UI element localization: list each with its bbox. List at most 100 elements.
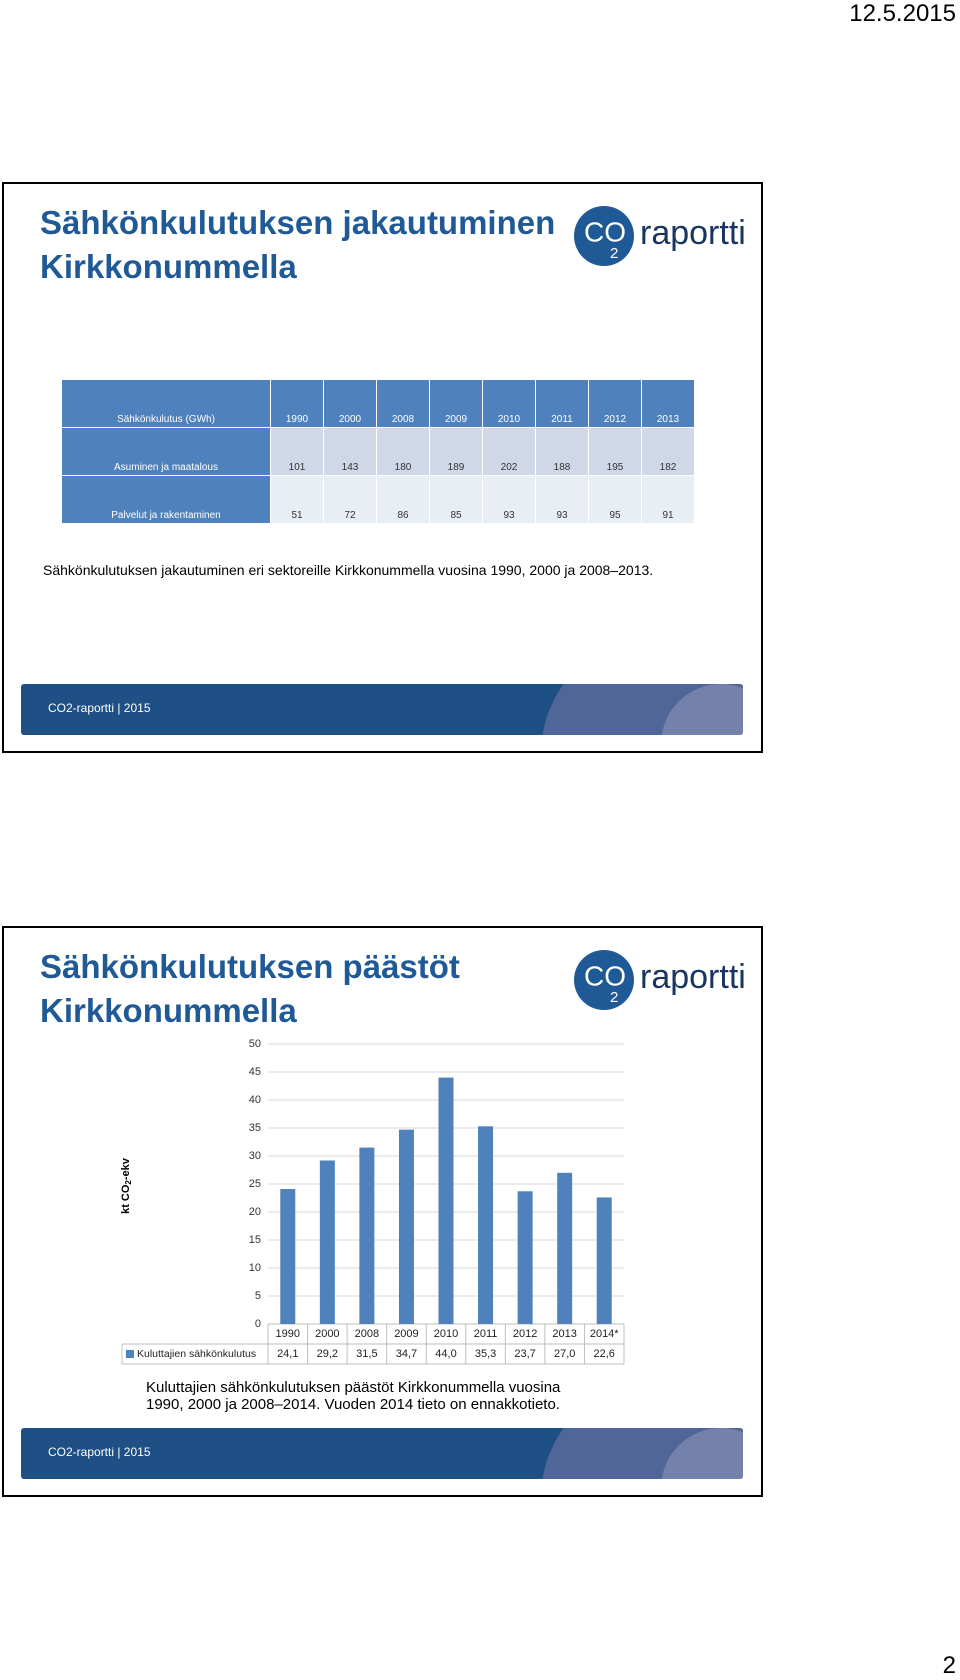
table-cell: 202 xyxy=(482,427,536,476)
table-cell: 189 xyxy=(429,427,483,476)
footer-decoration xyxy=(542,684,743,735)
x-tick-label: 2009 xyxy=(394,1328,418,1340)
x-tick-label: 2000 xyxy=(315,1328,339,1340)
table-cell: 195 xyxy=(588,427,642,476)
caption: Kuluttajien sähkönkulutuksen päästöt Kir… xyxy=(146,1379,561,1396)
page-number: 2 xyxy=(942,1652,956,1679)
table-cell: 101 xyxy=(270,427,324,476)
table-cell: 93 xyxy=(482,475,536,524)
slide-title: Kirkkonummella xyxy=(40,248,297,285)
footer-text: CO2-raportti | 2015 xyxy=(48,701,151,715)
x-tick-label: 2014* xyxy=(590,1328,619,1340)
footer: CO2-raportti | 2015 xyxy=(21,684,743,735)
slide-title: Sähkönkulutuksen jakautuminen xyxy=(40,204,556,241)
header-cell: Sähkönkulutus (GWh) xyxy=(61,379,271,428)
logo-word: raportti xyxy=(640,214,746,252)
table-value: 34,7 xyxy=(396,1348,417,1360)
bar xyxy=(517,1191,533,1324)
table-value: 44,0 xyxy=(435,1348,456,1360)
caption: 1990, 2000 ja 2008–2014. Vuoden 2014 tie… xyxy=(146,1396,560,1413)
slide: Sähkönkulutuksen jakautuminen Kirkkonumm… xyxy=(2,182,763,753)
table-cell: 182 xyxy=(641,427,695,476)
header-cell: 2012 xyxy=(588,379,642,428)
bar xyxy=(438,1077,454,1324)
table-cell: Palvelut ja rakentaminen xyxy=(61,475,271,524)
y-label-sub: 2 xyxy=(124,1180,133,1185)
logo: CO 2 raportti xyxy=(574,206,746,266)
y-label-part: kt CO xyxy=(120,1184,132,1214)
table-cell: 72 xyxy=(323,475,377,524)
date: 12.5.2015 xyxy=(849,0,956,27)
bar xyxy=(280,1189,296,1324)
table-cell: 51 xyxy=(270,475,324,524)
y-label-part: -ekv xyxy=(120,1157,132,1180)
chart: kt CO2-ekv 0 5 10 15 20 25 30 35 40 45 50 Kuluttaji… xyxy=(120,1038,625,1365)
logo-word: raportti xyxy=(640,958,746,996)
footer-decoration xyxy=(542,1428,743,1479)
table-value: 22,6 xyxy=(594,1348,615,1360)
logo-co: CO xyxy=(584,960,626,991)
bar xyxy=(596,1197,612,1324)
table-cell: 143 xyxy=(323,427,377,476)
table-cell: 86 xyxy=(376,475,430,524)
y-tick-label: 30 xyxy=(249,1150,261,1162)
table-cell: Asuminen ja maatalous xyxy=(61,427,271,476)
table-value: 27,0 xyxy=(554,1348,575,1360)
table-value: 24,1 xyxy=(277,1348,298,1360)
logo-co: CO xyxy=(584,216,626,247)
y-tick-label: 20 xyxy=(249,1206,261,1218)
x-tick-label: 2010 xyxy=(434,1328,458,1340)
header-cell: 2010 xyxy=(482,379,536,428)
bar xyxy=(319,1160,335,1324)
bar xyxy=(478,1126,494,1324)
slide-title: Kirkkonummella xyxy=(40,992,297,1029)
header-cell: 2000 xyxy=(323,379,377,428)
y-tick-label: 25 xyxy=(249,1178,261,1190)
legend-swatch xyxy=(126,1350,134,1358)
logo-sub: 2 xyxy=(610,245,618,262)
y-tick-label: 10 xyxy=(249,1262,261,1274)
y-tick-label: 45 xyxy=(249,1066,261,1078)
y-tick-label: 40 xyxy=(249,1094,261,1106)
bar xyxy=(398,1129,414,1324)
legend-label: Kuluttajien sähkönkulutus xyxy=(137,1348,256,1360)
table-row: Asuminen ja maatalous 101 143 180 189 202 188 1… xyxy=(61,427,695,476)
table-cell: 91 xyxy=(641,475,695,524)
table-value: 23,7 xyxy=(514,1348,535,1360)
header-cell: 2013 xyxy=(641,379,695,428)
data-table: Sähkönkulutus (GWh) 1990 2000 2008 2009 2010 2… xyxy=(61,379,695,524)
table-cell: 85 xyxy=(429,475,483,524)
header-cell: 2008 xyxy=(376,379,430,428)
table-header-row: Sähkönkulutus (GWh) 1990 2000 2008 2009 2010 2… xyxy=(61,379,695,428)
caption: Sähkönkulutuksen jakautuminen eri sektor… xyxy=(43,562,654,578)
table-cell: 93 xyxy=(535,475,589,524)
table-cell: 95 xyxy=(588,475,642,524)
y-axis-label: kt CO2-ekv xyxy=(120,1157,133,1214)
header-cell: 1990 xyxy=(270,379,324,428)
slide: Sähkönkulutuksen päästöt Kirkkonummella … xyxy=(2,926,763,1497)
bar xyxy=(359,1147,375,1324)
y-tick-label: 0 xyxy=(255,1318,261,1330)
header-cell: 2009 xyxy=(429,379,483,428)
table-row: Palvelut ja rakentaminen 51 72 86 85 93 93 95 91 xyxy=(61,475,695,524)
table-cell: 180 xyxy=(376,427,430,476)
y-tick-label: 35 xyxy=(249,1122,261,1134)
y-tick-label: 50 xyxy=(249,1038,261,1050)
x-tick-label: 2011 xyxy=(474,1328,498,1340)
logo: CO 2 raportti xyxy=(574,950,746,1010)
table-value: 29,2 xyxy=(317,1348,338,1360)
bar xyxy=(557,1172,573,1324)
y-tick-label: 15 xyxy=(249,1234,261,1246)
table-value: 31,5 xyxy=(356,1348,377,1360)
x-tick-label: 2013 xyxy=(552,1328,576,1340)
x-tick-label: 2012 xyxy=(513,1328,537,1340)
slide-title: Sähkönkulutuksen päästöt xyxy=(40,948,460,985)
header-cell: 2011 xyxy=(535,379,589,428)
table-cell: 188 xyxy=(535,427,589,476)
x-tick-label: 1990 xyxy=(276,1328,300,1340)
logo-sub: 2 xyxy=(610,989,618,1006)
footer-text: CO2-raportti | 2015 xyxy=(48,1445,151,1459)
x-tick-label: 2008 xyxy=(355,1328,379,1340)
table-value: 35,3 xyxy=(475,1348,496,1360)
